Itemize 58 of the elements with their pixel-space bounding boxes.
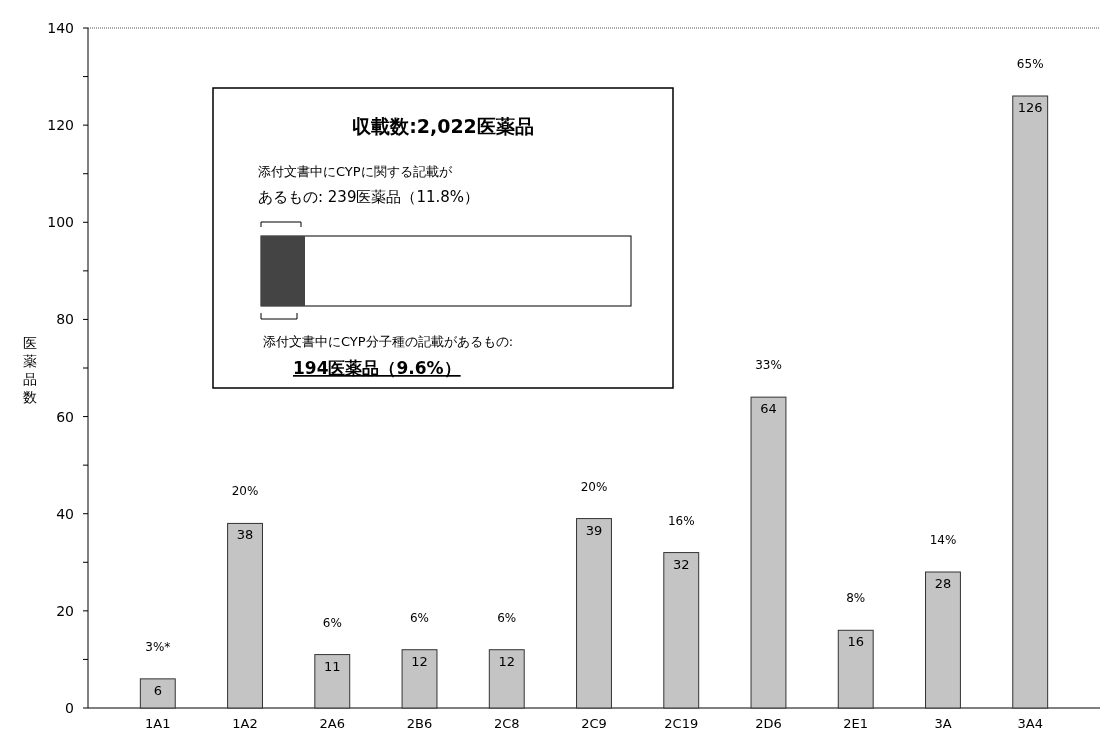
data-label: 28 (934, 576, 952, 591)
annotation: 添付文書中にCYP分子種の記載があるもの: (263, 334, 514, 349)
data-label: 16 (847, 634, 864, 650)
x-tick-label: 1A1 (145, 716, 171, 731)
annotation: 20% (580, 479, 608, 494)
data-label: 11 (324, 658, 341, 674)
annotation: 6% (497, 610, 517, 625)
bar (227, 522, 263, 709)
annotation: 33% (755, 358, 782, 373)
y-tick-label: 0 (65, 700, 74, 716)
annotation: 14% (929, 533, 957, 547)
y-tick-label: 60 (56, 408, 74, 425)
x-tick-label: 3A (934, 716, 952, 731)
x-tick-label: 3A4 (1017, 716, 1043, 731)
bar (1012, 95, 1049, 709)
x-tick-label: 1A2 (232, 716, 258, 731)
annotation: 65% (1016, 57, 1044, 71)
annotation: 194医薬品（9.6%） (293, 358, 461, 378)
bar (925, 571, 961, 709)
bar (314, 654, 351, 709)
annotation: 3%* (145, 639, 171, 654)
bar (576, 518, 612, 709)
x-tick-label: 2A6 (319, 716, 345, 731)
x-tick-label: 2C8 (493, 716, 520, 731)
y-tick-label: 100 (47, 214, 74, 231)
data-label: 32 (672, 556, 690, 572)
data-label: 6 (153, 682, 162, 698)
y-tick-label: 20 (56, 602, 74, 619)
bar (750, 396, 787, 709)
y-tick-label: 140 (47, 20, 74, 36)
data-label: 12 (498, 653, 516, 669)
x-tick-label: 2B6 (406, 716, 433, 731)
data-label: 38 (236, 527, 254, 543)
bar (663, 552, 700, 709)
annotation: 添付文書中にCYPに関する記載が (258, 164, 453, 179)
annotation: 6% (409, 610, 430, 625)
data-label: 126 (1017, 100, 1043, 115)
y-tick-label: 40 (56, 505, 74, 522)
annotation: 6% (322, 615, 342, 630)
bar (488, 649, 525, 709)
y-tick-label: 80 (56, 311, 74, 328)
bar (139, 678, 176, 709)
x-tick-label: 2C19 (664, 716, 699, 731)
y-tick-label: 120 (47, 117, 74, 134)
annotation: 20% (231, 484, 259, 499)
x-tick-label: 2E1 (843, 716, 869, 731)
x-tick-label: 2C9 (581, 716, 607, 731)
annotation: 16% (667, 513, 695, 528)
annotation: 8% (846, 591, 866, 606)
data-label: 39 (585, 522, 603, 538)
annotation: 収載数:2,022医薬品 (352, 115, 534, 137)
annotation: あるもの: 239医薬品（11.8%） (258, 188, 480, 206)
y-axis-title: 医薬品数 (23, 335, 37, 405)
data-label: 12 (411, 653, 428, 669)
data-label: 64 (760, 401, 777, 417)
bar (837, 629, 874, 709)
bar (401, 649, 438, 709)
x-tick-label: 2D6 (755, 716, 782, 731)
